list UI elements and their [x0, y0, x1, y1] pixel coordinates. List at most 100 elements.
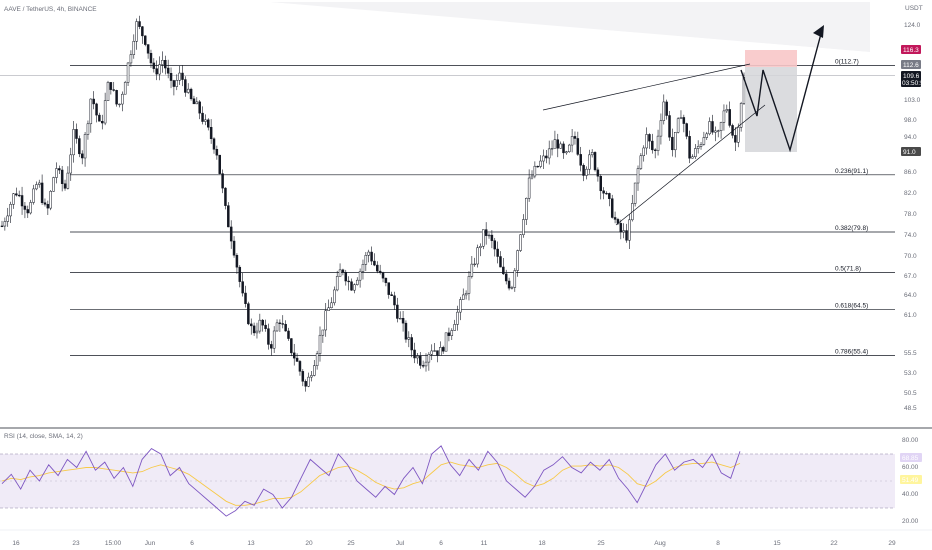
- candle: [238, 265, 242, 288]
- candle: [711, 114, 714, 135]
- candle: [121, 91, 124, 112]
- candle: [89, 98, 93, 133]
- rsi-sma-line: [1, 461, 741, 506]
- time-tick-label: 23: [72, 540, 80, 547]
- candle: [628, 214, 631, 250]
- rsi-tick-label: 60.00: [902, 464, 919, 471]
- candle: [164, 55, 167, 75]
- upper-trendline[interactable]: [542, 63, 751, 111]
- candle: [593, 151, 597, 172]
- candle: [610, 194, 614, 219]
- candle: [43, 198, 47, 207]
- candle: [504, 269, 508, 285]
- candle: [301, 369, 305, 387]
- candle: [161, 51, 164, 73]
- candle: [645, 127, 648, 155]
- candle: [313, 360, 316, 377]
- candle: [129, 50, 133, 67]
- candle: [272, 326, 276, 354]
- candle: [427, 352, 431, 371]
- candle: [682, 114, 686, 133]
- candle: [83, 131, 87, 167]
- price-tick-label: 103.0: [904, 97, 921, 104]
- candle: [344, 269, 348, 286]
- candle: [596, 167, 600, 182]
- candle: [72, 120, 75, 163]
- price-tick-label: 53.0: [904, 370, 917, 377]
- time-axis[interactable]: 16 23 15:00 Jun 6 13 20 25 Jul 6 11 18 25 Aug 8 15 22 29: [12, 540, 896, 547]
- candle: [625, 223, 628, 243]
- candle: [622, 223, 625, 239]
- candle: [63, 179, 67, 191]
- candle: [533, 161, 537, 179]
- candle: [722, 104, 726, 131]
- time-tick-label: Aug: [654, 540, 666, 547]
- candle: [590, 149, 594, 158]
- target-zone[interactable]: [745, 67, 797, 152]
- stop-loss-zone[interactable]: [745, 50, 797, 67]
- candle: [530, 170, 534, 180]
- candle: [410, 334, 413, 358]
- candle: [579, 146, 582, 172]
- candle: [249, 318, 253, 335]
- price-badges: 116.3 112.6 109.603:50:57 91.0: [901, 45, 928, 156]
- fibonacci-retracement[interactable]: 0(112.7) 0.236(91.1) 0.382(79.8) 0.5(71.8) 0…: [70, 59, 895, 356]
- rsi-badge-label: 68.85: [902, 455, 919, 462]
- projected-path[interactable]: [740, 29, 823, 153]
- candle: [17, 190, 21, 198]
- candle: [178, 65, 181, 85]
- candle: [656, 129, 660, 156]
- price-tick-label: 67.0: [904, 273, 917, 280]
- candle: [361, 259, 365, 280]
- candle: [499, 251, 502, 268]
- candle: [20, 186, 24, 215]
- chart-title: AAVE / TetherUS, 4h, BINANCE: [4, 6, 97, 13]
- candle: [473, 257, 476, 267]
- candle: [235, 253, 239, 274]
- candle: [376, 261, 379, 274]
- rsi-tick-label: 20.00: [902, 518, 919, 525]
- candle: [444, 332, 448, 352]
- candle: [141, 25, 144, 44]
- candle: [539, 155, 542, 169]
- candle: [461, 288, 465, 300]
- candle: [522, 214, 525, 238]
- candle: [267, 323, 270, 350]
- rsi-badge-label: 51.49: [902, 477, 919, 484]
- candle: [573, 131, 577, 145]
- candle: [685, 122, 688, 140]
- candle: [567, 143, 571, 153]
- rsi-tick-label: 40.00: [902, 491, 919, 498]
- candle: [582, 163, 585, 182]
- price-tick-label: 78.0: [904, 211, 917, 218]
- candle: [441, 345, 445, 354]
- candle: [542, 149, 545, 169]
- candle: [252, 322, 256, 336]
- candle: [384, 277, 388, 287]
- candle: [298, 359, 302, 376]
- time-tick-label: 22: [830, 540, 838, 547]
- price-tick-label: 124.0: [904, 22, 921, 29]
- fib-level-label: 0.236(91.1): [835, 168, 868, 175]
- candle: [367, 249, 370, 263]
- candle: [396, 297, 399, 323]
- lower-trendline[interactable]: [615, 104, 766, 226]
- candle: [103, 92, 107, 126]
- candle: [453, 319, 456, 331]
- candle: [69, 147, 73, 181]
- price-axis[interactable]: 124.0 103.0 98.0 94.0 86.0 82.0 78.0 74.0 70.0 67…: [904, 22, 921, 412]
- candle: [158, 56, 161, 81]
- fib-level-label: 0(112.7): [835, 59, 859, 66]
- candle: [619, 219, 623, 240]
- price-tick-label: 50.5: [904, 390, 917, 397]
- candle: [95, 102, 98, 123]
- candle: [390, 291, 393, 297]
- candle: [215, 145, 219, 160]
- candle: [482, 229, 485, 250]
- candle: [739, 101, 743, 132]
- candle: [355, 277, 359, 286]
- candle: [244, 285, 247, 308]
- time-tick-label: 8: [716, 540, 720, 547]
- candle: [15, 187, 18, 197]
